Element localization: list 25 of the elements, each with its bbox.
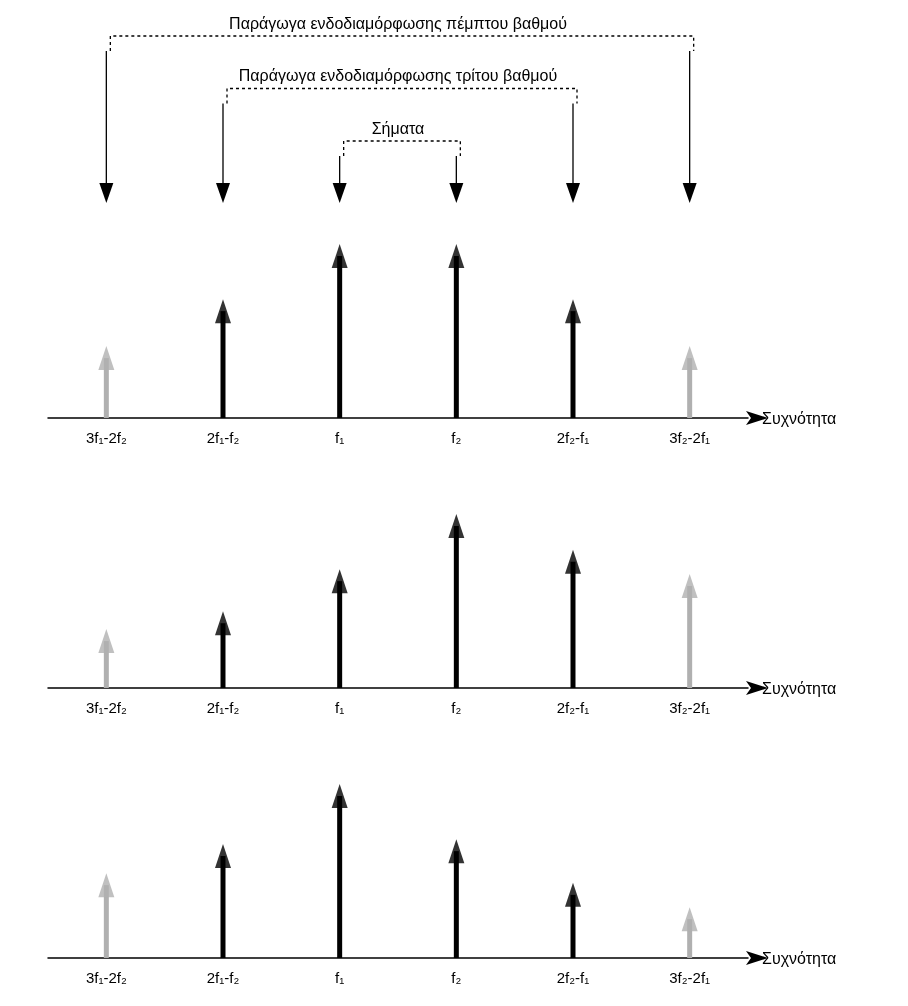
text: Παράγωγα ενδοδιαμόρφωσης πέμπτου βαθμού (229, 14, 567, 32)
point (681, 574, 698, 598)
x-tick-label: 2f₁-f₂ (206, 969, 240, 986)
x-tick-label: 3f₁-2f₂ (85, 429, 127, 446)
x-tick-label: f₂ (451, 699, 462, 716)
x-tick-label: 3f₁-2f₂ (85, 969, 127, 986)
x-tick-label: 2f₂-f₁ (556, 429, 590, 446)
x-tick-label: 3f₂-2f₁ (669, 969, 711, 986)
x-tick-label: f₁ (335, 969, 345, 986)
x-tick-label: 2f₁-f₂ (206, 699, 240, 716)
x-tick-label: 3f₂-2f₁ (669, 429, 711, 446)
x-tick-label: 3f₂-2f₁ (669, 699, 711, 716)
x-tick-label: f₁ (335, 429, 345, 446)
x-tick-label: 2f₂-f₁ (556, 969, 590, 986)
x-tick-label: f₁ (335, 699, 345, 716)
x-tick-label: 2f₂-f₁ (556, 699, 590, 716)
x-axis-title: Συχνότητα (762, 409, 837, 427)
x-tick-label: 3f₁-2f₂ (85, 699, 127, 716)
x-tick-label: 2f₁-f₂ (206, 429, 240, 446)
x-tick-label: f₂ (451, 969, 462, 986)
x-axis-title: Συχνότητα (762, 679, 837, 697)
text: Σήματα (371, 119, 425, 137)
x-axis-title: Συχνότητα (762, 949, 837, 967)
text: Παράγωγα ενδοδιαμόρφωσης τρίτου βαθμού (238, 67, 558, 84)
x-tick-label: f₂ (451, 429, 462, 446)
